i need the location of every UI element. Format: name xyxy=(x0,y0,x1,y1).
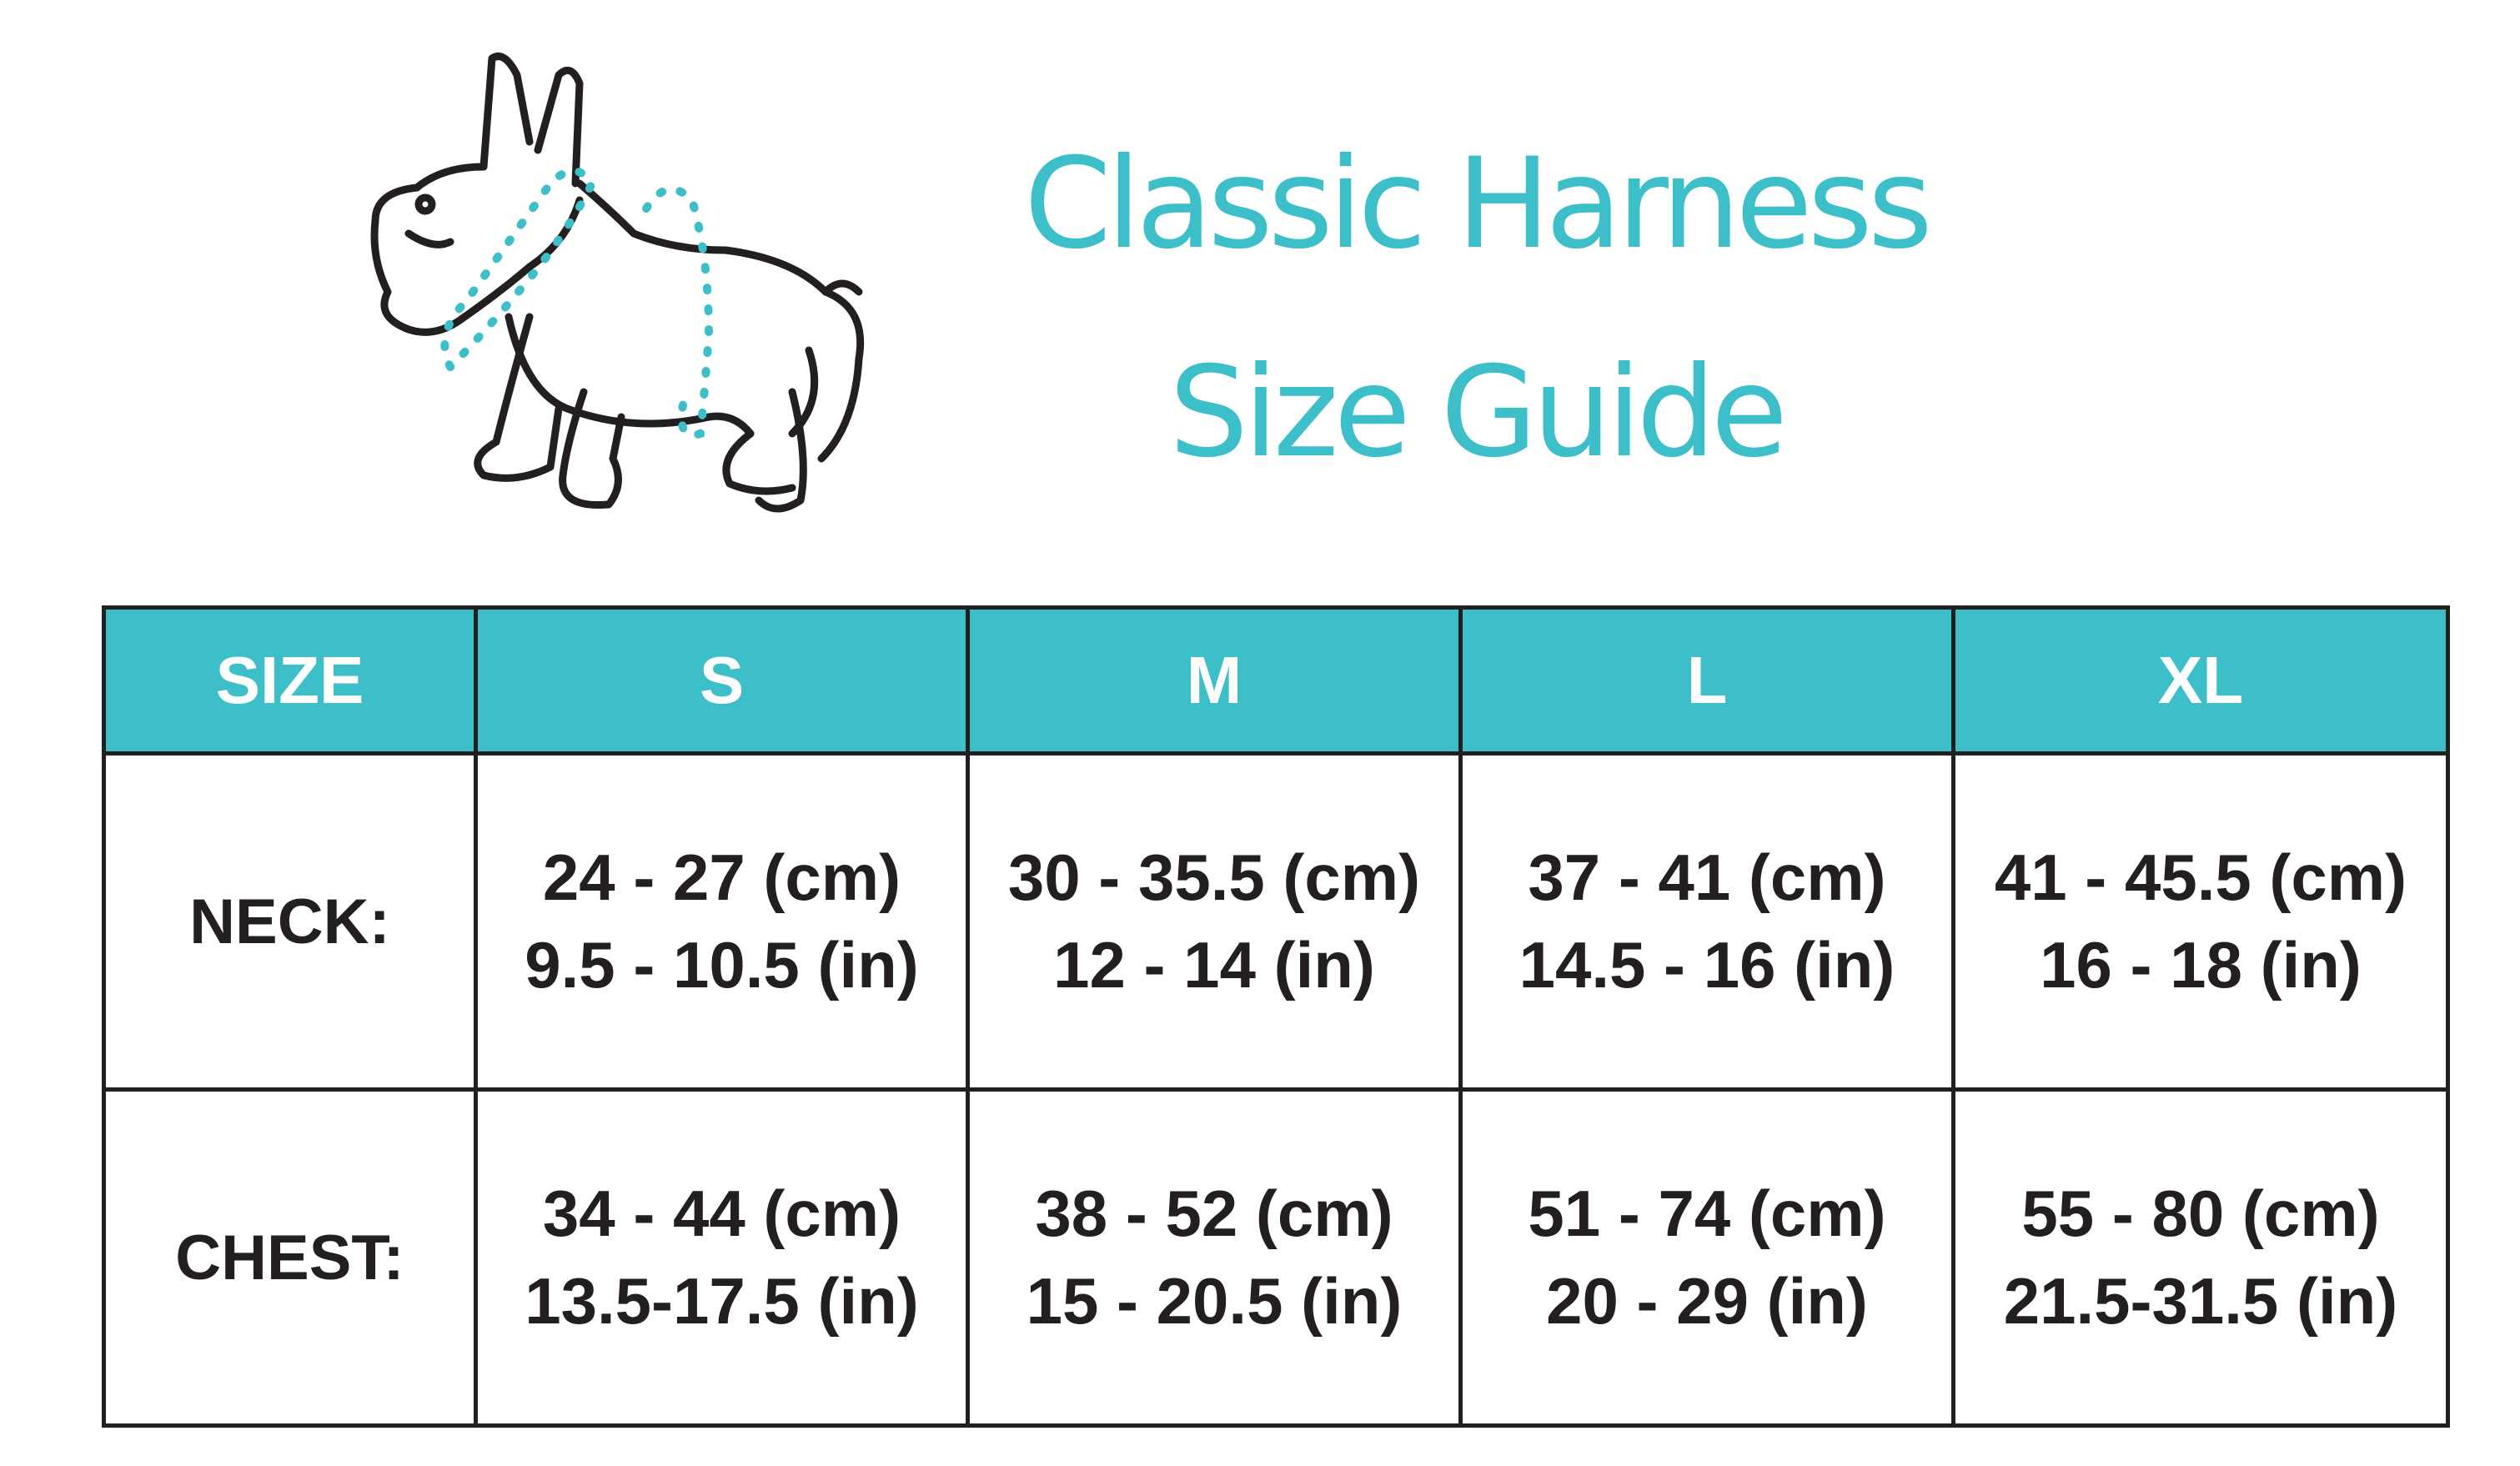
title-line-1: Classic Harness xyxy=(1024,132,1933,277)
header-m: M xyxy=(966,605,1463,756)
cm-value: 41 - 45.5 (cm) xyxy=(1994,841,2407,914)
in-value: 20 - 29 (in) xyxy=(1546,1264,1868,1338)
cm-value: 38 - 52 (cm) xyxy=(1035,1177,1393,1250)
table-cell: 34 - 44 (cm) 13.5-17.5 (in) xyxy=(474,1087,970,1428)
in-value: 15 - 20.5 (in) xyxy=(1026,1264,1403,1338)
table-row-neck: NECK: 24 - 27 (cm) 9.5 - 10.5 (in) 30 - 3… xyxy=(102,751,2450,1092)
cm-value: 34 - 44 (cm) xyxy=(542,1177,901,1250)
table-cell: 41 - 45.5 (cm) 16 - 18 (in) xyxy=(1951,751,2450,1092)
header-l: L xyxy=(1458,605,1955,756)
title-line-2: Size Guide xyxy=(1168,340,1788,485)
header-size: SIZE xyxy=(102,605,478,756)
cm-value: 24 - 27 (cm) xyxy=(542,841,901,914)
in-value: 16 - 18 (in) xyxy=(2040,928,2362,1002)
table-cell: 37 - 41 (cm) 14.5 - 16 (in) xyxy=(1458,751,1955,1092)
in-value: 12 - 14 (in) xyxy=(1053,928,1375,1002)
table-cell: 38 - 52 (cm) 15 - 20.5 (in) xyxy=(966,1087,1463,1428)
header-xl: XL xyxy=(1951,605,2450,756)
row-label: CHEST: xyxy=(102,1087,478,1428)
table-cell: 24 - 27 (cm) 9.5 - 10.5 (in) xyxy=(474,751,970,1092)
cm-value: 37 - 41 (cm) xyxy=(1528,841,1886,914)
cm-value: 30 - 35.5 (cm) xyxy=(1007,841,1421,914)
size-guide-table: SIZE S M L XL NECK: 24 - 27 (cm) 9.5 - 10… xyxy=(102,605,2450,1428)
table-cell: 55 - 80 (cm) 21.5-31.5 (in) xyxy=(1951,1087,2450,1428)
row-label: NECK: xyxy=(102,751,478,1092)
table-cell: 51 - 74 (cm) 20 - 29 (in) xyxy=(1458,1087,1955,1428)
french-bulldog-illustration xyxy=(370,53,865,513)
cm-value: 51 - 74 (cm) xyxy=(1528,1177,1886,1250)
header-row: SIZE S M L XL xyxy=(102,605,2450,756)
in-value: 21.5-31.5 (in) xyxy=(2003,1264,2398,1338)
header-s: S xyxy=(474,605,970,756)
in-value: 13.5-17.5 (in) xyxy=(525,1264,919,1338)
table-cell: 30 - 35.5 (cm) 12 - 14 (in) xyxy=(966,751,1463,1092)
in-value: 9.5 - 10.5 (in) xyxy=(525,928,919,1002)
table-row-chest: CHEST: 34 - 44 (cm) 13.5-17.5 (in) 38 - 5… xyxy=(102,1087,2450,1428)
in-value: 14.5 - 16 (in) xyxy=(1519,928,1895,1002)
cm-value: 55 - 80 (cm) xyxy=(2021,1177,2380,1250)
